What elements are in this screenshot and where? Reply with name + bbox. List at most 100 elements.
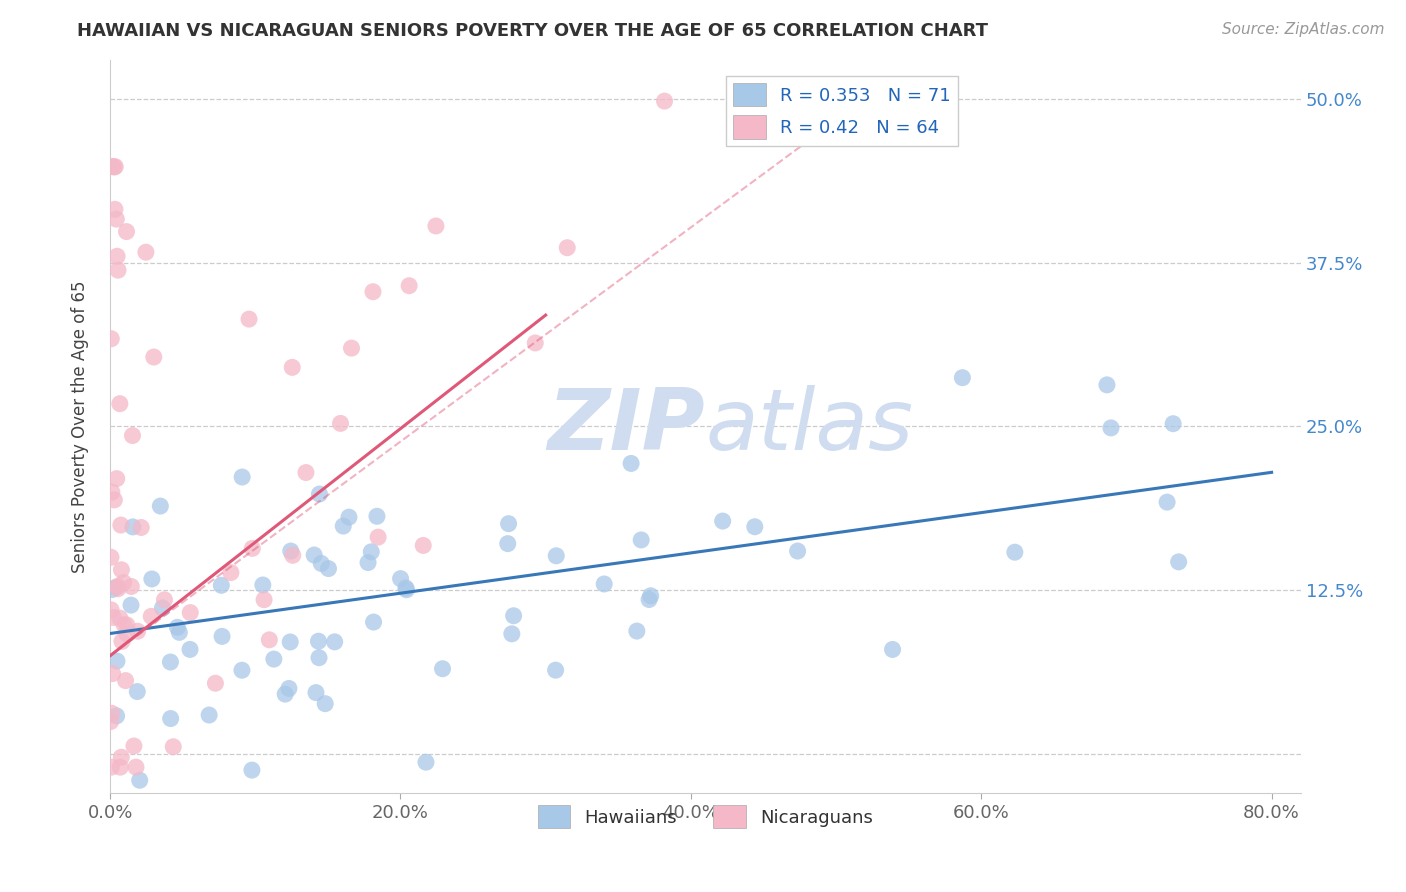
Point xyxy=(630,533,652,547)
Point xyxy=(259,632,281,647)
Point xyxy=(105,581,128,595)
Point xyxy=(389,572,412,586)
Point xyxy=(360,545,382,559)
Point xyxy=(323,635,346,649)
Point xyxy=(398,278,420,293)
Point xyxy=(432,662,454,676)
Point xyxy=(744,520,766,534)
Point xyxy=(950,370,973,384)
Point xyxy=(107,263,129,277)
Legend: Hawaiians, Nicaraguans: Hawaiians, Nicaraguans xyxy=(530,798,880,836)
Point xyxy=(654,94,676,108)
Point xyxy=(153,592,176,607)
Point xyxy=(626,624,648,638)
Point xyxy=(105,709,128,723)
Point xyxy=(1156,495,1178,509)
Point xyxy=(367,530,389,544)
Point xyxy=(1095,377,1118,392)
Point xyxy=(620,457,643,471)
Point xyxy=(395,581,418,595)
Point xyxy=(238,312,260,326)
Point xyxy=(1167,555,1189,569)
Point xyxy=(142,350,165,364)
Point xyxy=(305,685,328,699)
Point xyxy=(166,620,188,634)
Point xyxy=(141,572,163,586)
Point xyxy=(121,428,143,442)
Point xyxy=(231,470,253,484)
Point xyxy=(107,582,129,596)
Point xyxy=(101,160,124,174)
Point xyxy=(412,538,434,552)
Point xyxy=(711,514,734,528)
Point xyxy=(100,603,122,617)
Point xyxy=(122,520,145,534)
Point xyxy=(120,580,142,594)
Point xyxy=(103,610,125,624)
Point xyxy=(638,592,661,607)
Point xyxy=(100,760,122,774)
Point xyxy=(253,592,276,607)
Point xyxy=(502,608,524,623)
Point xyxy=(308,650,330,665)
Point xyxy=(101,485,124,500)
Point xyxy=(395,582,418,597)
Point xyxy=(159,712,181,726)
Point xyxy=(231,663,253,677)
Point xyxy=(105,472,128,486)
Point xyxy=(110,760,132,774)
Point xyxy=(501,627,523,641)
Point xyxy=(105,212,128,227)
Point xyxy=(314,697,336,711)
Point xyxy=(110,750,132,764)
Y-axis label: Seniors Poverty Over the Age of 65: Seniors Poverty Over the Age of 65 xyxy=(72,280,89,573)
Point xyxy=(135,245,157,260)
Point xyxy=(357,556,380,570)
Point xyxy=(122,739,145,753)
Point xyxy=(115,627,138,641)
Point xyxy=(104,202,127,217)
Point xyxy=(363,615,385,629)
Point xyxy=(101,706,124,721)
Point xyxy=(104,160,127,174)
Point xyxy=(1099,421,1122,435)
Text: ZIP: ZIP xyxy=(548,385,706,468)
Point xyxy=(152,601,174,615)
Point xyxy=(318,561,340,575)
Point xyxy=(108,397,131,411)
Point xyxy=(302,548,325,562)
Point xyxy=(105,249,128,263)
Point xyxy=(882,642,904,657)
Point xyxy=(115,225,138,239)
Point xyxy=(329,417,352,431)
Point xyxy=(295,466,318,480)
Point xyxy=(169,625,191,640)
Text: atlas: atlas xyxy=(706,385,914,468)
Point xyxy=(198,708,221,723)
Point xyxy=(308,487,330,501)
Point xyxy=(219,566,242,580)
Point xyxy=(498,516,520,531)
Point xyxy=(281,360,304,375)
Point xyxy=(274,687,297,701)
Point xyxy=(115,618,138,632)
Point xyxy=(278,635,301,649)
Point xyxy=(281,549,304,563)
Point xyxy=(127,684,149,698)
Point xyxy=(110,518,132,533)
Point xyxy=(277,681,299,696)
Point xyxy=(366,509,388,524)
Point xyxy=(308,634,330,648)
Point xyxy=(1004,545,1026,559)
Point xyxy=(311,557,333,571)
Point xyxy=(127,624,149,639)
Text: Source: ZipAtlas.com: Source: ZipAtlas.com xyxy=(1222,22,1385,37)
Point xyxy=(162,739,184,754)
Point xyxy=(103,160,125,174)
Point xyxy=(496,536,519,550)
Point xyxy=(252,578,274,592)
Point xyxy=(100,714,122,729)
Point xyxy=(149,499,172,513)
Point xyxy=(280,544,302,558)
Point xyxy=(101,666,124,681)
